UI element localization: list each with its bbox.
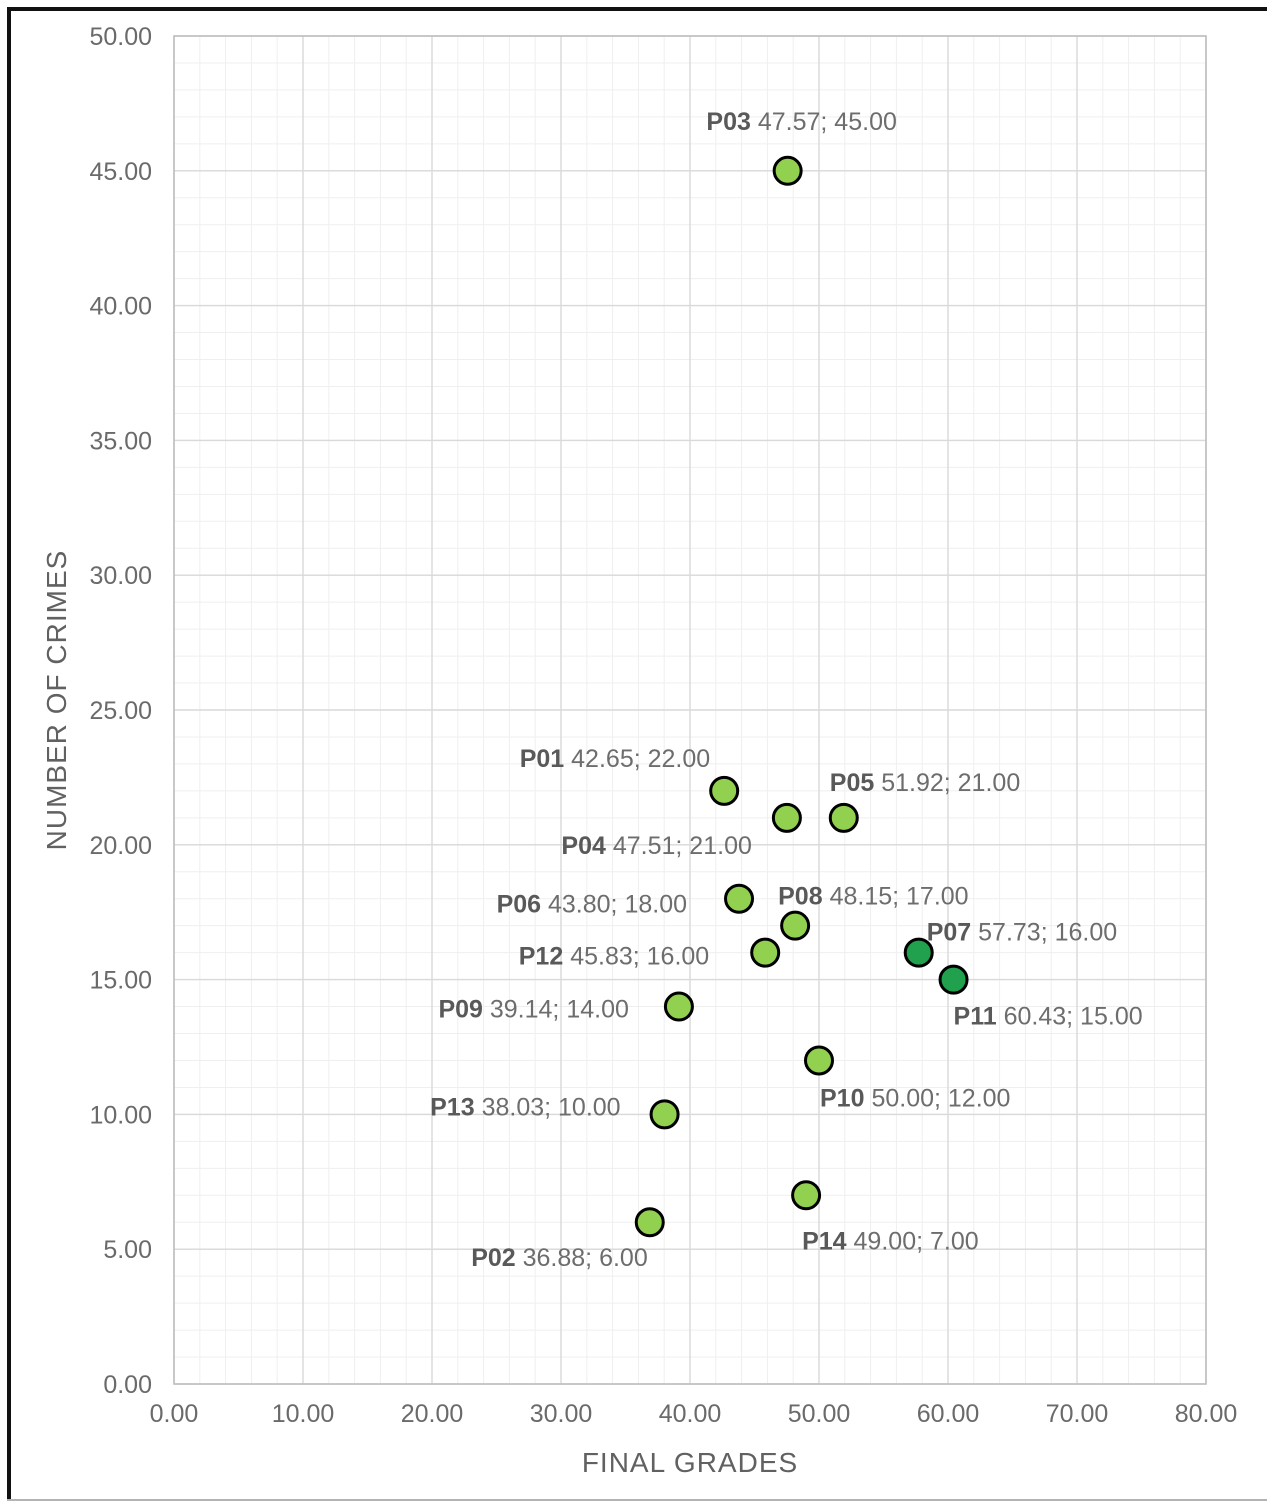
- y-tick-label: 15.00: [89, 967, 152, 995]
- data-label-P01: P01 42.65; 22.00: [520, 745, 710, 773]
- data-point-P07: [903, 937, 934, 968]
- x-tick-label: 70.00: [1046, 1400, 1109, 1428]
- data-point-P02: [634, 1207, 665, 1238]
- x-axis-title: FINAL GRADES: [581, 1447, 799, 1478]
- data-label-P11: P11 60.43; 15.00: [954, 1003, 1143, 1031]
- x-tick-label: 40.00: [659, 1400, 722, 1428]
- data-label-P10: P10 50.00; 12.00: [820, 1084, 1010, 1112]
- page-bottom-line: [7, 1499, 1267, 1501]
- data-point-P10: [804, 1045, 834, 1076]
- y-tick-label: 25.00: [89, 697, 152, 725]
- data-point-P01: [709, 775, 740, 806]
- data-label-P14: P14 49.00; 7.00: [802, 1227, 979, 1255]
- data-label-P06: P06 43.80; 18.00: [497, 891, 687, 919]
- x-tick-label: 0.00: [150, 1400, 199, 1428]
- plot-border: [173, 35, 1207, 1385]
- y-tick-label: 45.00: [89, 158, 152, 186]
- x-tick-label: 60.00: [917, 1400, 980, 1428]
- data-label-P12: P12 45.83; 16.00: [519, 943, 709, 971]
- y-tick-label: 0.00: [103, 1371, 152, 1399]
- data-point-P14: [791, 1180, 822, 1211]
- data-point-P08: [780, 910, 811, 941]
- data-label-P08: P08 48.15; 17.00: [778, 883, 968, 911]
- data-point-P06: [724, 883, 755, 914]
- y-axis-title: NUMBER OF CRIMES: [41, 549, 72, 851]
- y-tick-label: 10.00: [89, 1101, 152, 1129]
- data-point-P12: [750, 937, 781, 968]
- x-tick-label: 10.00: [272, 1400, 335, 1428]
- data-point-P13: [649, 1099, 680, 1130]
- data-label-P05: P05 51.92; 21.00: [830, 769, 1020, 797]
- x-tick-label: 50.00: [788, 1400, 851, 1428]
- data-point-P11: [938, 964, 969, 995]
- x-tick-label: 30.00: [530, 1400, 593, 1428]
- page-border-top: [7, 7, 1267, 11]
- x-tick-label: 20.00: [401, 1400, 464, 1428]
- y-tick-label: 50.00: [89, 23, 152, 51]
- data-point-P03: [772, 155, 803, 186]
- data-label-P09: P09 39.14; 14.00: [438, 996, 628, 1024]
- data-point-P05: [828, 802, 859, 833]
- data-point-P04: [771, 802, 802, 833]
- y-tick-label: 30.00: [89, 562, 152, 590]
- y-tick-label: 35.00: [89, 427, 152, 455]
- data-point-P09: [663, 991, 694, 1022]
- page-border-left: [7, 7, 11, 1499]
- y-tick-label: 5.00: [103, 1236, 152, 1264]
- y-tick-label: 20.00: [89, 832, 152, 860]
- data-label-P13: P13 38.03; 10.00: [430, 1093, 620, 1121]
- data-label-P03: P03 47.57; 45.00: [706, 108, 896, 136]
- y-tick-label: 40.00: [89, 293, 152, 321]
- data-label-P02: P02 36.88; 6.00: [471, 1244, 648, 1272]
- data-label-P04: P04 47.51; 21.00: [561, 832, 751, 860]
- data-label-P07: P07 57.73; 16.00: [927, 919, 1117, 947]
- x-tick-label: 80.00: [1175, 1400, 1238, 1428]
